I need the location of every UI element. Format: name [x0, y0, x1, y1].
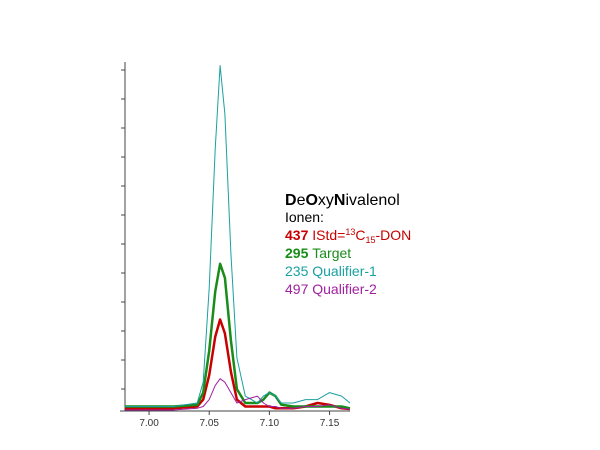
legend-label-part: -DON	[376, 227, 412, 243]
trace	[125, 378, 351, 411]
legend-label-part: 15	[365, 235, 375, 245]
legend-ion: 497	[285, 281, 309, 297]
legend-label-part: Target	[312, 245, 351, 261]
legend-heading: Ionen:	[285, 209, 324, 225]
legend-label-part: 13	[345, 227, 355, 237]
legend-label-part: C	[355, 227, 365, 243]
x-tick-label: 7.05	[199, 418, 219, 429]
trace	[125, 318, 351, 411]
legend-label-part: IStd=	[312, 227, 345, 243]
x-tick-label: 7.10	[260, 418, 280, 429]
title-part: D	[285, 192, 297, 209]
x-tick-label: 7.15	[320, 418, 340, 429]
trace	[125, 65, 351, 407]
legend-label-part: Qualifier-2	[312, 281, 377, 297]
title-part: O	[305, 192, 317, 209]
legend-entry: 497 Qualifier-2	[285, 281, 377, 297]
x-tick-label: 7.00	[139, 418, 159, 429]
legend-ion: 295	[285, 245, 309, 261]
title-part: N	[334, 192, 346, 209]
legend-label-part: Qualifier-1	[312, 263, 377, 279]
legend-entry: 235 Qualifier-1	[285, 263, 377, 279]
legend-title: DeOxyNivalenol	[285, 192, 400, 209]
legend-ion: 235	[285, 263, 309, 279]
title-part: e	[297, 192, 306, 209]
title-part: ivalenol	[345, 192, 399, 209]
legend-ion: 437	[285, 227, 309, 243]
legend-entry: 437 IStd=13C15-DON	[285, 227, 411, 245]
title-part: xy	[318, 192, 334, 209]
legend-entry: 295 Target	[285, 245, 351, 261]
